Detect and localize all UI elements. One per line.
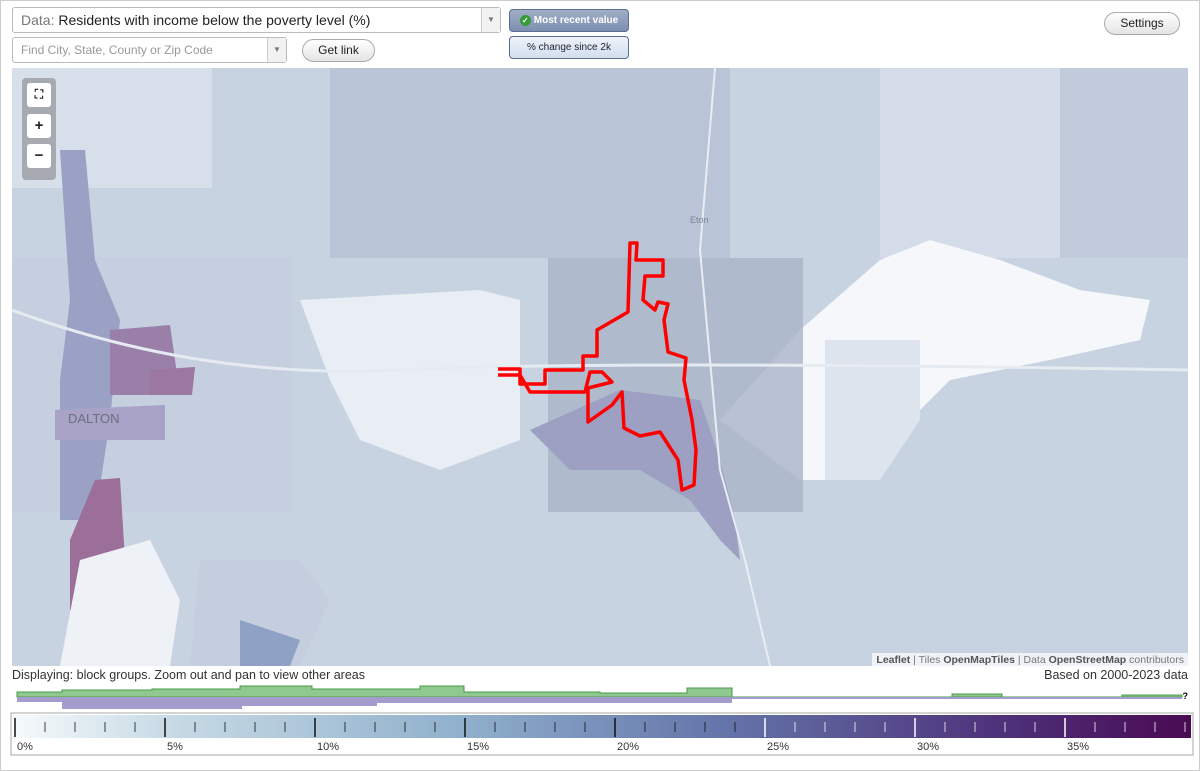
fullscreen-button[interactable]: ⛶: [27, 83, 51, 107]
based-on-note: Based on 2000-2023 data: [1044, 668, 1188, 682]
data-label: Data:: [21, 12, 55, 28]
zoom-in-button[interactable]: +: [27, 114, 51, 138]
legend-label: 5%: [167, 741, 183, 753]
attribution-part: Tiles: [918, 654, 941, 666]
attribution-part: |: [1017, 654, 1021, 666]
attribution-part[interactable]: Leaflet: [876, 654, 911, 666]
attribution-part: contributors: [1129, 654, 1184, 666]
attribution-part[interactable]: OpenStreetMap: [1048, 654, 1127, 666]
place-label: Eton: [690, 215, 709, 225]
legend-label: 20%: [617, 741, 639, 753]
attribution-part[interactable]: OpenMapTiles: [943, 654, 1015, 666]
search-dropdown[interactable]: ▼: [267, 38, 286, 62]
legend-label: 30%: [917, 741, 939, 753]
data-select[interactable]: Data: Residents with income below the po…: [12, 7, 501, 33]
most-recent-toggle[interactable]: ✓ Most recent value: [509, 9, 629, 32]
zoom-out-button[interactable]: −: [27, 144, 51, 168]
legend: 0% 5% 10% 15% 20% 25% 30% 35%: [10, 712, 1194, 756]
place-label: DALTON: [68, 411, 120, 426]
search-placeholder: Find City, State, County or Zip Code: [21, 43, 213, 57]
data-value: Residents with income below the poverty …: [58, 12, 371, 28]
zoom-control: ⛶ + −: [22, 78, 56, 180]
histogram: ?: [16, 685, 1189, 709]
legend-label: 25%: [767, 741, 789, 753]
unknown-label: ?: [1183, 691, 1189, 701]
most-recent-label: Most recent value: [533, 15, 619, 26]
legend-label: 15%: [467, 741, 489, 753]
pct-change-toggle[interactable]: % change since 2k: [509, 36, 629, 59]
legend-label: 35%: [1067, 741, 1089, 753]
search-box[interactable]: Find City, State, County or Zip Code ▼: [12, 37, 287, 63]
dropdown-arrow[interactable]: ▼: [481, 8, 500, 32]
settings-button[interactable]: Settings: [1104, 12, 1180, 35]
legend-label: 0%: [17, 741, 33, 753]
attribution-part: Data: [1023, 654, 1046, 666]
displaying-note: Displaying: block groups. Zoom out and p…: [12, 668, 365, 682]
attribution-part: |: [913, 654, 916, 666]
attribution: Leaflet | Tiles OpenMapTiles | Data Open…: [872, 653, 1188, 667]
map[interactable]: DALTON Eton: [12, 68, 1188, 666]
get-link-button[interactable]: Get link: [302, 39, 375, 62]
legend-label: 10%: [317, 741, 339, 753]
